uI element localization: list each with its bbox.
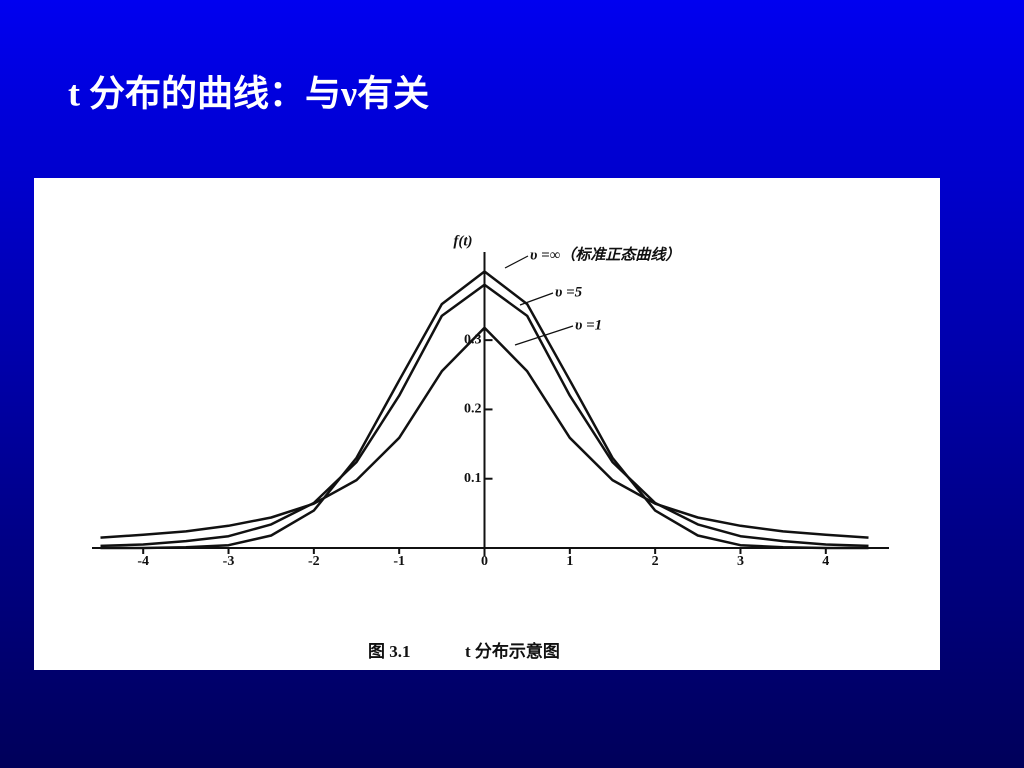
series-label: υ =5 bbox=[555, 284, 583, 300]
x-tick-label: 4 bbox=[822, 554, 829, 569]
line-series bbox=[100, 283, 869, 548]
leader-line bbox=[514, 325, 574, 346]
x-tick-label: 2 bbox=[652, 554, 659, 569]
x-tick-label: 3 bbox=[737, 554, 744, 569]
series-label: υ =1 bbox=[575, 317, 602, 333]
caption: 图 3.1 bbox=[368, 642, 411, 661]
x-tick-label: -1 bbox=[393, 554, 405, 569]
y-tick-label: 0.1 bbox=[464, 471, 482, 486]
x-tick-label: -3 bbox=[223, 554, 235, 569]
x-tick-label: -2 bbox=[308, 554, 320, 569]
leader-line bbox=[519, 292, 554, 306]
series-label: υ =∞（标准正态曲线） bbox=[530, 245, 680, 263]
y-axis-label: f(t) bbox=[453, 233, 472, 249]
line-series bbox=[100, 326, 869, 539]
x-tick-label: -4 bbox=[137, 554, 149, 569]
caption: t 分布示意图 bbox=[465, 641, 560, 661]
line-series bbox=[100, 270, 869, 550]
chart-panel bbox=[34, 178, 940, 670]
y-tick-label: 0.2 bbox=[464, 402, 482, 417]
slide-title: t 分布的曲线：与ν有关 bbox=[68, 73, 429, 113]
leader-line bbox=[504, 255, 529, 269]
x-tick-label: 1 bbox=[566, 554, 573, 569]
x-tick-label: 0 bbox=[481, 554, 488, 569]
